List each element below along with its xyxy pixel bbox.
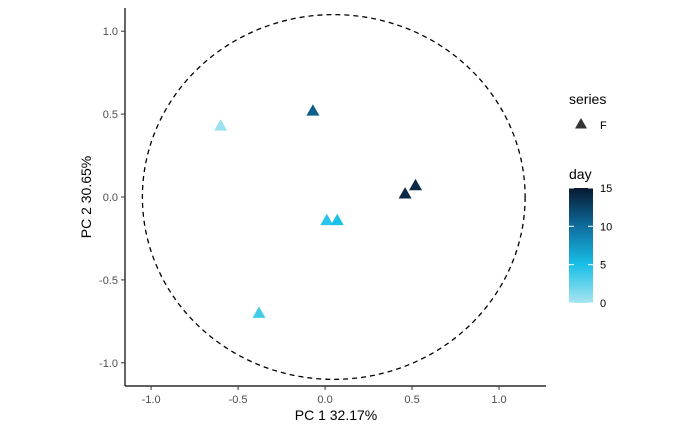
legend-layer: series day F 0 5 10 15	[569, 91, 612, 310]
y-tick-label: 1.0	[103, 26, 118, 38]
data-point	[409, 178, 423, 191]
shape-legend-label: F	[600, 120, 607, 132]
axes-layer: -1.0 -0.5 0.0 0.5 1.0 -1.0 -0.5 0.0 0.5 1.0	[99, 8, 546, 406]
data-point	[252, 306, 266, 318]
data-point	[398, 187, 412, 199]
y-axis-title: PC 2 30.65%	[78, 156, 94, 239]
circle-layer	[141, 13, 526, 381]
color-legend-title: day	[569, 166, 592, 182]
shape-legend-title: series	[569, 91, 606, 107]
x-tick-label: -0.5	[229, 394, 248, 406]
points-layer	[214, 104, 423, 318]
x-tick-label: 0.5	[404, 394, 419, 406]
shape-legend-key	[575, 118, 587, 129]
color-legend-label: 15	[600, 183, 612, 195]
color-legend-label: 5	[600, 260, 606, 272]
data-point	[214, 119, 228, 131]
color-legend-bar	[569, 188, 593, 303]
x-tick-label: 1.0	[491, 394, 506, 406]
data-point	[320, 213, 334, 226]
x-tick-label: 0.0	[317, 394, 332, 406]
y-tick-label: -0.5	[99, 275, 118, 287]
x-axis-title: PC 1 32.17%	[295, 407, 378, 423]
color-legend-label: 0	[600, 298, 606, 310]
data-point	[330, 213, 344, 226]
x-tick-label: -1.0	[142, 394, 161, 406]
unit-circle	[141, 13, 526, 381]
y-tick-label: 0.0	[103, 192, 118, 204]
color-legend-label: 10	[600, 221, 612, 233]
data-point	[306, 104, 320, 116]
y-tick-label: 0.5	[103, 109, 118, 121]
y-tick-label: -1.0	[99, 358, 118, 370]
